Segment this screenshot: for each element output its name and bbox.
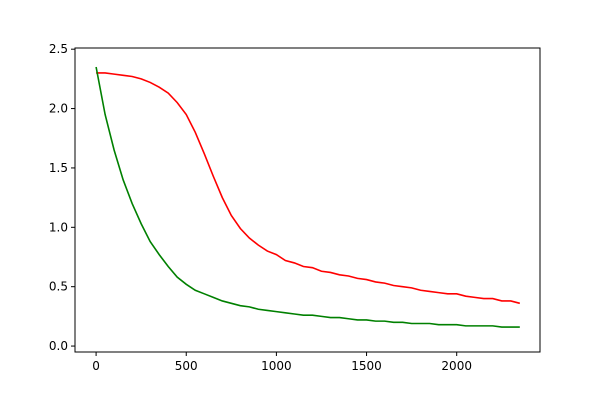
line-series bbox=[96, 72, 521, 305]
plot-frame bbox=[74, 47, 541, 353]
line-series bbox=[95, 66, 520, 328]
y-tick-label: 0.0 bbox=[49, 339, 68, 353]
y-tick-label: 2.5 bbox=[49, 42, 68, 56]
x-tick-label: 1000 bbox=[261, 359, 292, 373]
x-tick-label: 2000 bbox=[441, 359, 472, 373]
y-tick-label: 0.5 bbox=[49, 280, 68, 294]
y-tick-label: 1.0 bbox=[49, 220, 68, 234]
x-tick-label: 0 bbox=[92, 359, 100, 373]
y-tick-label: 1.5 bbox=[49, 161, 68, 175]
y-tick-label: 2.0 bbox=[49, 102, 68, 116]
x-tick-label: 500 bbox=[175, 359, 198, 373]
x-tick-label: 1500 bbox=[351, 359, 382, 373]
